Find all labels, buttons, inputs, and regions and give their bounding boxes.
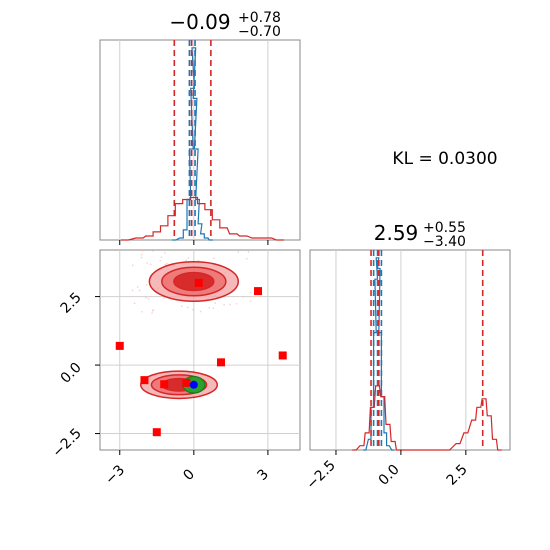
marginal-panel-2-minus: −3.40 xyxy=(423,234,466,250)
joint-blue-point xyxy=(189,380,198,389)
joint-sample-dot xyxy=(160,256,163,259)
joint-sample-dot xyxy=(140,253,143,256)
marginal-2-xtick-label-neg2.5: −2.5 xyxy=(303,457,338,492)
joint-sample-dot xyxy=(237,251,240,253)
marginal-panel-1-title: −0.09 xyxy=(169,10,230,34)
joint-sample-dot xyxy=(146,262,148,264)
marginal-panel-2-grid xyxy=(335,250,467,450)
joint-sample-dot xyxy=(152,250,154,252)
joint-panel-ticks xyxy=(95,296,269,455)
joint-xtick-label-3: 3 xyxy=(254,466,272,484)
joint-sample-dot xyxy=(133,302,136,305)
marginal-panel-2-plus: +0.55 xyxy=(423,220,466,236)
marginal-panel-2-title: 2.59 xyxy=(374,221,419,245)
marginal-panel-2-median: 2.59 xyxy=(374,221,419,245)
joint-sample-dot xyxy=(151,309,154,312)
joint-sample-dot xyxy=(212,307,215,310)
joint-sample-dot xyxy=(185,259,188,261)
marginal-2-xtick-label-2.5: 2.5 xyxy=(444,462,471,489)
marginal-panel-param-1: −0.09 +0.78 −0.70 xyxy=(99,10,301,245)
joint-ytick-label-2.5: 2.5 xyxy=(58,290,85,317)
joint-sample-dot xyxy=(138,289,141,292)
joint-sample-dot xyxy=(164,263,167,266)
marginal-panel-1-median: −0.09 xyxy=(169,10,230,34)
joint-red-square xyxy=(160,380,169,389)
joint-sample-dot xyxy=(181,305,183,307)
joint-sample-dot xyxy=(247,251,250,253)
joint-sample-dot xyxy=(140,310,143,313)
joint-sample-dot xyxy=(249,291,252,294)
marginal-panel-2-quantile-lines xyxy=(370,250,484,450)
joint-sample-dot xyxy=(131,289,134,292)
joint-sample-dot xyxy=(131,264,134,267)
joint-sample-dot xyxy=(166,262,168,265)
kl-annotation: KL = 0.0300 xyxy=(392,149,497,169)
joint-sample-dot xyxy=(136,286,139,288)
joint-sample-dot xyxy=(199,310,202,313)
joint-sample-dot xyxy=(186,306,189,309)
joint-red-square xyxy=(216,358,225,367)
joint-sample-dot xyxy=(141,249,144,252)
joint-contour-mode-0-level-2 xyxy=(173,271,215,292)
marginal-panel-param-2: 2.59 +0.55 −3.40 −2.5 0.0 2.5 xyxy=(303,220,511,493)
joint-red-square xyxy=(182,378,191,387)
joint-red-square xyxy=(152,428,161,437)
marginal-2-xtick-label-0.0: 0.0 xyxy=(376,462,403,489)
marginal-panel-1-ticks xyxy=(119,240,269,245)
joint-sample-dot xyxy=(151,312,153,314)
joint-ytick-label-0.0: 0.0 xyxy=(58,360,85,387)
joint-sample-dot xyxy=(197,259,200,262)
joint-xtick-label-0: 0 xyxy=(180,466,198,484)
joint-sample-dot xyxy=(212,257,215,259)
marginal-2-histogram-red xyxy=(352,385,502,451)
marginal-panel-2-frame xyxy=(309,249,511,451)
joint-sample-dot xyxy=(235,303,238,305)
joint-sample-dot xyxy=(242,295,244,298)
joint-panel-contours xyxy=(139,261,240,400)
marginal-panel-1-quantile-lines xyxy=(173,40,212,240)
marginal-panel-2-ticks xyxy=(335,450,467,455)
joint-sample-dot xyxy=(214,302,217,304)
joint-sample-dot xyxy=(163,297,166,299)
joint-panel: −3 0 3 2.5 0.0 −2.5 xyxy=(49,249,301,488)
joint-sample-dot xyxy=(246,257,248,260)
joint-sample-dot xyxy=(223,303,225,306)
joint-sample-dot xyxy=(192,308,194,311)
joint-sample-dot xyxy=(208,306,211,309)
joint-red-square xyxy=(254,287,263,296)
marginal-1-histogram-red xyxy=(121,196,284,241)
joint-red-square xyxy=(140,376,149,385)
marginal-panel-1-minus: −0.70 xyxy=(238,24,281,40)
joint-sample-dot xyxy=(145,284,148,286)
joint-red-square xyxy=(278,351,287,360)
joint-sample-dot xyxy=(159,259,162,262)
joint-sample-dot xyxy=(163,251,166,254)
joint-sample-dot xyxy=(149,263,152,266)
joint-sample-dot xyxy=(147,298,150,300)
joint-sample-dot xyxy=(187,257,190,259)
joint-sample-dot xyxy=(145,296,147,299)
marginal-panel-1-plus: +0.78 xyxy=(238,10,281,26)
joint-red-square xyxy=(194,278,203,287)
marginal-panel-1-frame xyxy=(99,39,301,241)
joint-panel-points xyxy=(115,278,287,437)
joint-red-square xyxy=(115,341,124,350)
joint-sample-dot xyxy=(229,303,231,306)
joint-sample-dot xyxy=(249,300,252,302)
joint-ytick-label-neg2.5: −2.5 xyxy=(49,425,84,460)
joint-xtick-label-neg3: −3 xyxy=(102,462,128,488)
joint-sample-dot xyxy=(140,256,143,259)
